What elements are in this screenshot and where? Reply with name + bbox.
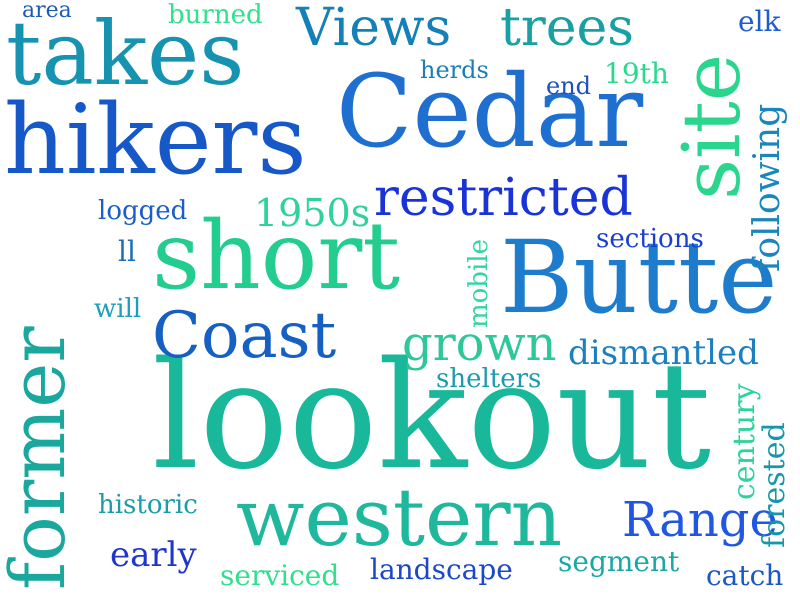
word-shelters: shelters xyxy=(436,364,542,394)
word-short: short xyxy=(152,202,401,311)
word-cedar: Cedar xyxy=(336,53,644,170)
word-butte: Butte xyxy=(500,219,778,336)
word-herds: herds xyxy=(420,56,489,84)
word-sections: sections xyxy=(596,224,704,254)
word-segment: segment xyxy=(558,545,680,578)
word-grown: grown xyxy=(402,316,557,372)
word-19th: 19th xyxy=(604,57,669,90)
word-forested: forested xyxy=(757,422,792,548)
word-area: area xyxy=(22,0,72,23)
word-landscape: landscape xyxy=(370,553,513,586)
word-views: Views xyxy=(296,0,452,58)
word-logged: logged xyxy=(98,196,188,226)
word-mobile: mobile xyxy=(464,239,494,328)
word-end: end xyxy=(546,72,592,100)
word-range: Range xyxy=(622,492,778,548)
word-1950s: 1950s xyxy=(254,191,371,235)
word-will: will xyxy=(94,294,142,324)
word-following: following xyxy=(747,103,788,272)
word-ll: ll xyxy=(118,235,136,268)
word-elk: elk xyxy=(738,5,781,38)
word-historic: historic xyxy=(98,490,198,520)
word-western: western xyxy=(236,471,563,564)
word-site: site xyxy=(665,53,758,200)
word-early: early xyxy=(110,535,197,575)
word-century: century xyxy=(727,383,762,500)
word-former: former xyxy=(0,326,82,590)
word-catch: catch xyxy=(706,559,784,592)
word-lookout: lookout xyxy=(152,330,712,502)
word-coast: Coast xyxy=(152,299,337,373)
word-takes: takes xyxy=(6,2,245,105)
word-hikers: hikers xyxy=(4,84,307,196)
word-trees: trees xyxy=(500,0,634,58)
word-dismantled: dismantled xyxy=(568,333,759,373)
word-serviced: serviced xyxy=(220,559,340,592)
word-burned: burned xyxy=(168,0,263,30)
word-restricted: restricted xyxy=(374,168,633,228)
